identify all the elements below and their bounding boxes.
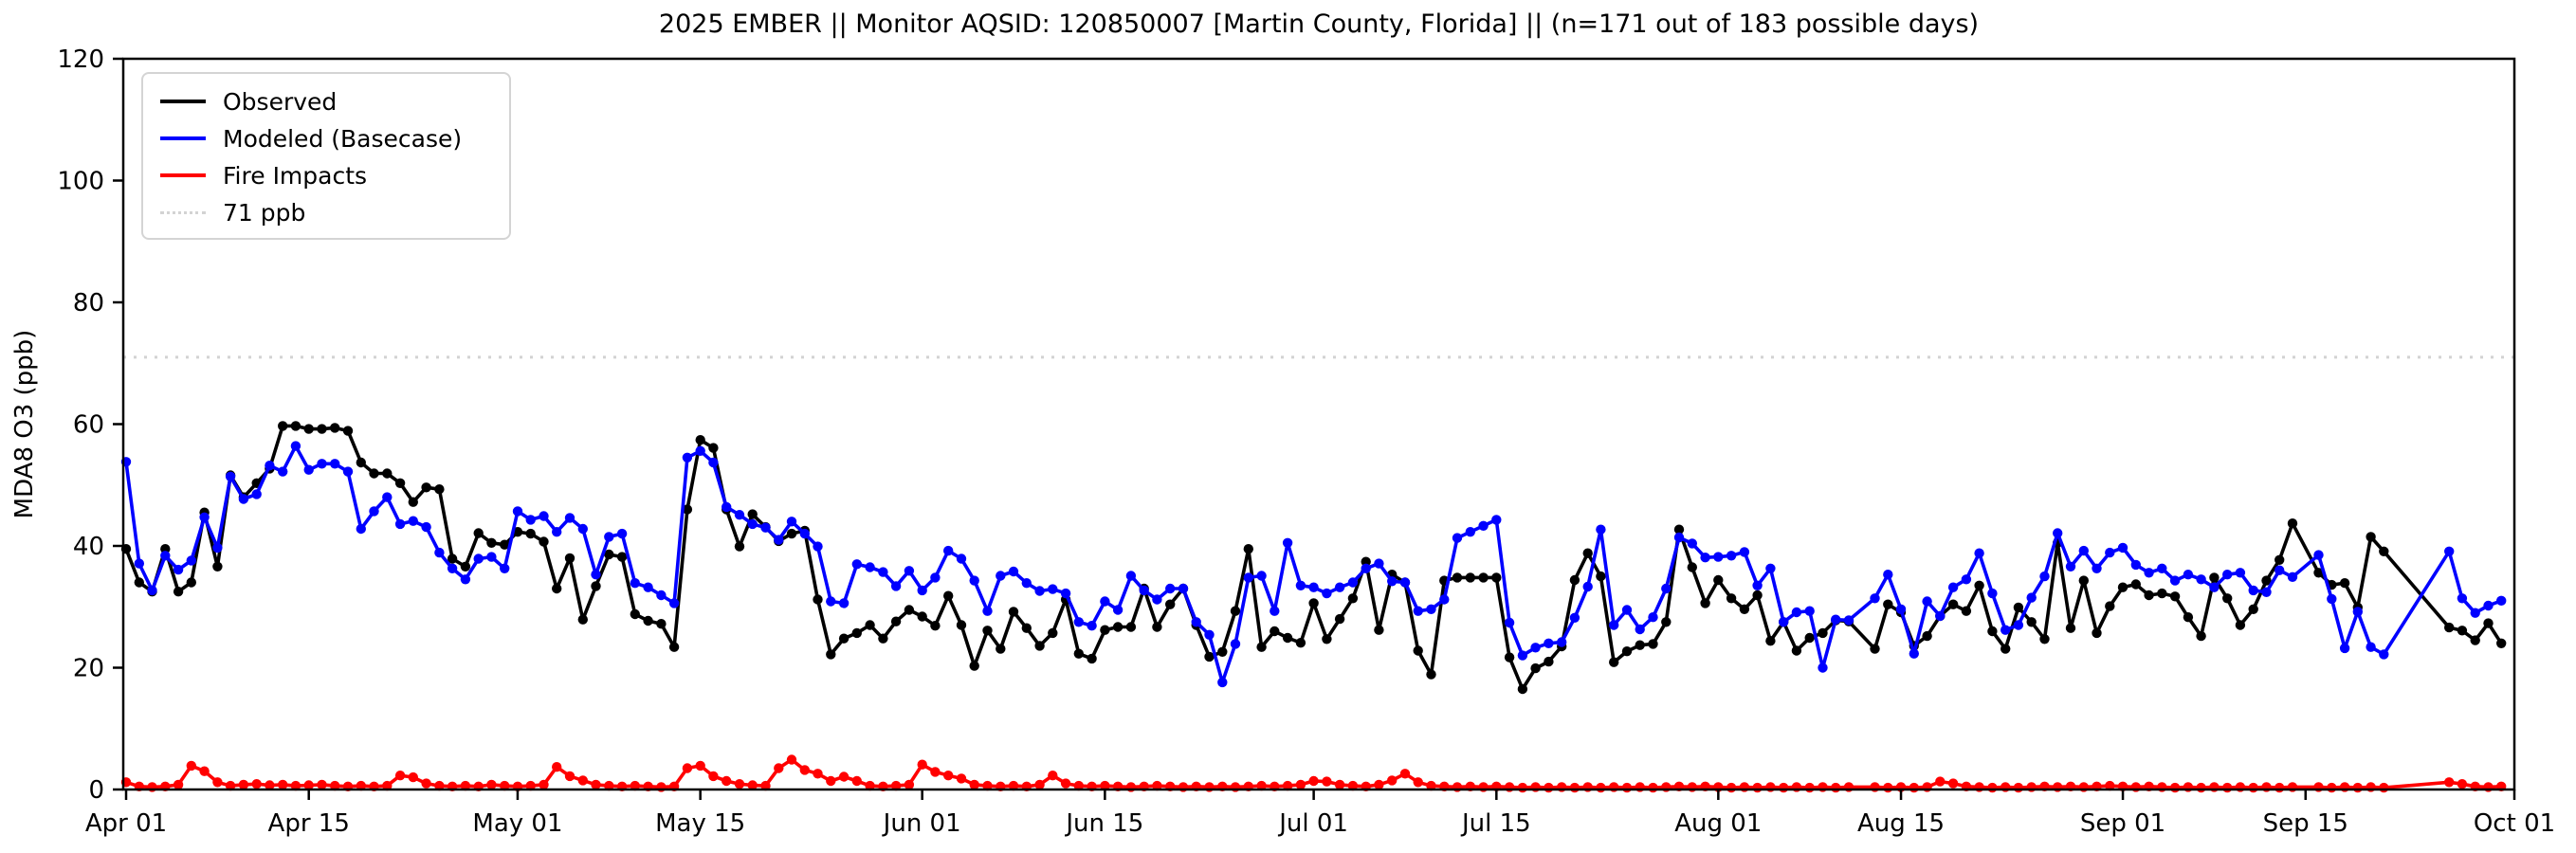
x-tick-label: Apr 01 bbox=[85, 809, 167, 838]
modeled-line bbox=[124, 444, 2502, 684]
y-tick-label: 0 bbox=[88, 776, 104, 805]
chart-title: 2025 EMBER || Monitor AQSID: 120850007 [… bbox=[658, 9, 1980, 39]
legend-item-fire: Fire Impacts bbox=[160, 161, 490, 190]
x-tick-label: Jul 15 bbox=[1460, 809, 1531, 838]
x-tick-label: Sep 01 bbox=[2080, 809, 2165, 838]
legend-item-observed: Observed bbox=[160, 87, 490, 116]
legend-item-threshold: 71 ppb bbox=[160, 198, 490, 227]
legend-label-fire: Fire Impacts bbox=[223, 161, 368, 190]
y-tick-label: 40 bbox=[73, 533, 104, 561]
y-tick-label: 120 bbox=[57, 45, 104, 74]
y-tick-label: 20 bbox=[73, 655, 104, 683]
modeled-line-swatch bbox=[160, 136, 206, 140]
x-tick-label: Oct 01 bbox=[2474, 809, 2555, 838]
x-tick-label: Aug 01 bbox=[1674, 809, 1762, 838]
y-tick-label: 100 bbox=[57, 168, 104, 196]
legend-label-threshold: 71 ppb bbox=[223, 198, 306, 227]
legend: Observed Modeled (Basecase) Fire Impacts… bbox=[141, 72, 511, 240]
x-tick-label: Apr 15 bbox=[268, 809, 350, 838]
y-tick-label: 60 bbox=[73, 411, 104, 440]
fire-line-swatch bbox=[160, 173, 206, 177]
observed-line-swatch bbox=[160, 100, 206, 103]
x-tick-label: Jun 01 bbox=[882, 809, 961, 838]
legend-item-modeled: Modeled (Basecase) bbox=[160, 124, 490, 153]
y-tick-label: 80 bbox=[73, 289, 104, 318]
y-axis-label: MDA8 O3 (ppb) bbox=[10, 330, 39, 519]
x-tick-label: May 15 bbox=[655, 809, 745, 838]
fire-markers bbox=[120, 754, 2507, 793]
x-tick-label: Sep 15 bbox=[2263, 809, 2348, 838]
x-tick-label: Jun 15 bbox=[1064, 809, 1143, 838]
x-tick-label: Aug 15 bbox=[1857, 809, 1945, 838]
x-tick-label: Jul 01 bbox=[1277, 809, 1348, 838]
legend-label-modeled: Modeled (Basecase) bbox=[223, 124, 463, 153]
legend-label-observed: Observed bbox=[223, 87, 338, 116]
modeled-markers bbox=[120, 441, 2507, 688]
threshold-line-swatch bbox=[160, 210, 206, 214]
x-tick-label: May 01 bbox=[472, 809, 562, 838]
